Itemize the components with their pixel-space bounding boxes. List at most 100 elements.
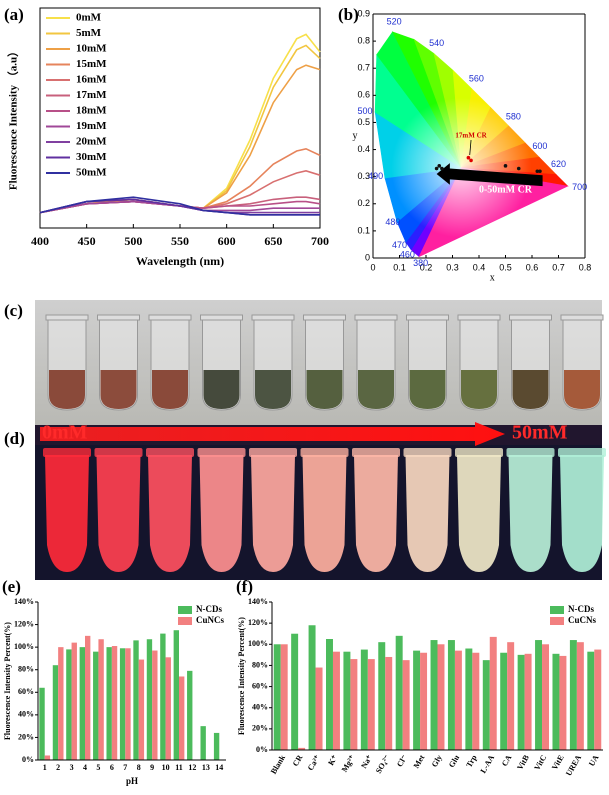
y-tick-label: 0.2 [357,198,370,208]
y-tick-label: 60% [18,687,34,696]
x-axis-label: pH [126,776,138,786]
panel-label: (b) [338,5,359,24]
bar [111,646,118,760]
tube-rim [354,314,398,321]
x-axis-label: x [490,272,495,283]
legend-swatch [178,617,192,625]
x-tick-label: 700 [311,234,329,248]
x-tick-label: 0.6 [526,262,539,272]
tube-rim [457,314,501,321]
x-tick-label: K⁺ [326,753,339,767]
bar [138,659,145,760]
bar [66,649,72,760]
locus-label: 540 [429,38,444,48]
tube-cap [455,448,503,457]
x-tick-label: 400 [31,234,49,248]
x-tick-label: CR [291,753,305,768]
x-tick-label: VitC [532,753,548,772]
locus-label: 490 [368,171,383,181]
x-tick-label: 0.8 [579,262,592,272]
tube-cap [197,448,246,457]
bar [160,633,166,760]
y-tick-label: 0 [365,252,370,262]
cie-point [466,155,471,160]
cie-point [535,169,540,174]
bar [187,670,193,760]
bar [280,644,288,750]
tubes-c [45,314,604,411]
x-tick-label: UA [587,753,601,768]
plot-frame [39,7,321,229]
bar [165,657,171,760]
series-line [39,200,320,214]
x-tick-label: L-AA [479,753,497,775]
bar [465,648,473,750]
x-tick-label: 5 [96,763,100,772]
bar [343,651,351,750]
x-tick-label: 12 [188,763,196,772]
tube-rim [560,314,604,321]
x-tick-label: 13 [202,763,210,772]
annotation-arrow [469,140,472,156]
panel-label: (c) [4,301,23,320]
tube-cap [352,448,400,457]
series-line [39,196,320,216]
y-axis-label: y [353,130,358,141]
x-tick-label: 600 [218,234,236,248]
y-tick-label: 0.8 [357,35,370,45]
x-tick-label: Trp [464,753,478,769]
bar [350,659,358,750]
tube-glow [405,455,450,572]
x-tick-label: CA [500,753,514,768]
tube-cap [403,448,452,457]
cie-point [434,166,439,171]
legend-label: 15mM [76,58,107,70]
bar [447,640,455,750]
tube-cap [43,448,91,457]
bar [395,635,403,750]
panel-label: (d) [4,429,25,448]
y-tick-label: 20% [18,732,34,741]
tube-liquid [564,370,600,409]
tube-glow [560,455,604,572]
y-tick-label: 0.9 [357,8,370,18]
bar [489,636,497,750]
bar [576,642,584,750]
x-tick-label: 650 [264,234,282,248]
legend-label: N-CDs [568,604,594,614]
tube-glow [45,455,89,572]
locus-label: 520 [387,17,402,27]
cie-point [469,158,473,163]
legend-label: 50mM [76,167,107,179]
legend-swatch [550,617,564,625]
bar [71,642,77,760]
x-tick-label: 0.5 [499,262,512,272]
legend-label: 16mM [76,74,107,86]
x-tick-label: 6 [110,763,114,772]
cie-point [437,164,442,168]
y-tick-label: 60% [252,681,268,690]
tube-cap [94,448,143,457]
panel-label: (a) [4,5,24,24]
locus-label: 560 [469,73,484,83]
bar [559,655,567,750]
tube-liquid [461,370,497,409]
x-tick-label: 0.7 [552,262,565,272]
x-tick-label: 9 [150,763,154,772]
bar [420,652,428,750]
tube-rim [97,314,140,321]
bar [152,650,158,760]
x-axis-label: Wavelength (nm) [136,254,224,268]
locus-label: 600 [532,141,547,151]
bar [552,653,560,750]
bar [378,642,386,750]
tube-glow [354,455,398,572]
x-tick-label: 450 [78,234,96,248]
bar [133,640,139,760]
tube-liquid [49,370,85,409]
bar [146,639,153,760]
x-tick-label: Blank [269,753,287,776]
bar [535,640,543,750]
bar [298,747,306,750]
x-tick-label: VitB [515,753,531,772]
